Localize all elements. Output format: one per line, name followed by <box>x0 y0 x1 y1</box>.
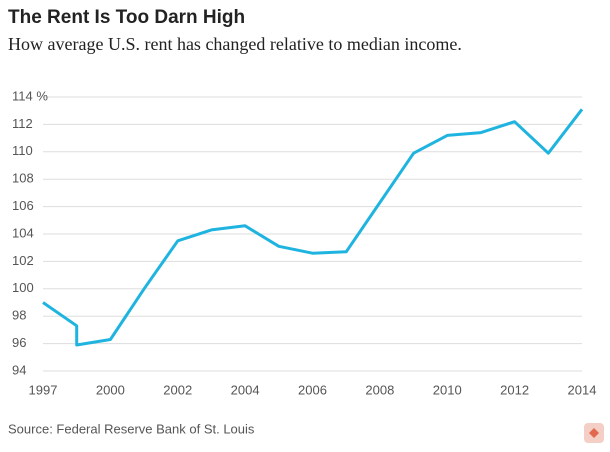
y-tick-label: 100 <box>12 280 34 295</box>
y-tick-label: 112 <box>12 116 33 131</box>
y-tick-label: 104 <box>12 225 34 240</box>
line <box>42 108 584 347</box>
source: Source: Federal Reserve Bank of St. Loui… <box>8 421 255 436</box>
x-tick-label: 2014 <box>568 382 597 397</box>
x-tick-label: 2002 <box>163 382 192 397</box>
x-tick-label: 2004 <box>231 382 260 397</box>
y-tick-label: 94 <box>12 362 26 377</box>
chart-subtitle: How average U.S. rent has changed relati… <box>8 34 462 54</box>
chart-title: The Rent Is Too Darn High <box>8 7 245 28</box>
x-tick-label: 2000 <box>96 382 125 397</box>
x-tick-label: 2012 <box>500 382 529 397</box>
watermark <box>584 423 604 443</box>
x-tick-label: 2010 <box>433 382 462 397</box>
y-tick-label: 110 <box>12 143 33 158</box>
x-tick-label: 2006 <box>298 382 327 397</box>
x-tick-label: 2008 <box>365 382 394 397</box>
y-tick-label: 98 <box>12 308 26 323</box>
y-tick-label: 106 <box>12 198 34 213</box>
y-tick-label: 108 <box>12 171 34 186</box>
y-tick-label: 114 % <box>12 88 48 103</box>
y-tick-label: 102 <box>12 253 34 268</box>
y-tick-label: 96 <box>12 335 26 350</box>
x-tick-label: 1997 <box>29 382 58 397</box>
